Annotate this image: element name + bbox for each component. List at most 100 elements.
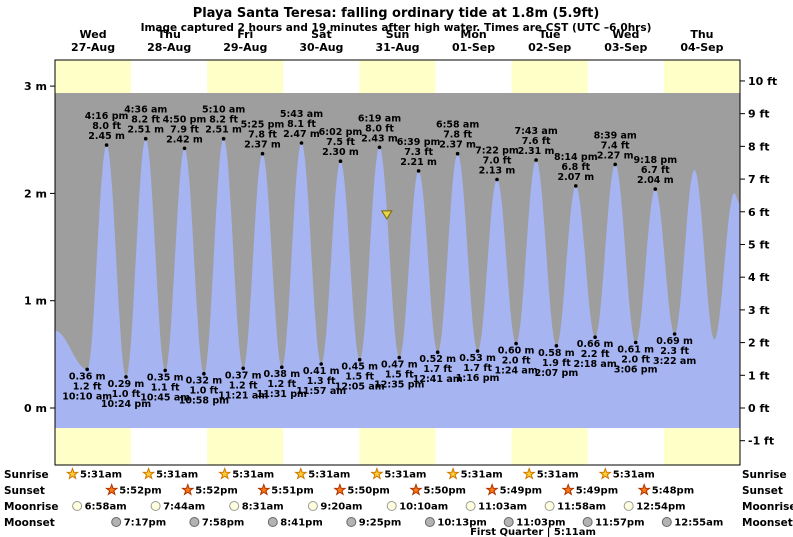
low-tide-annotation: 0.32 m [186,376,223,387]
low-tide-annotation: 0.45 m [341,362,378,373]
tide-extreme-dot [455,151,460,156]
low-tide-annotation: 1.1 ft [151,382,180,393]
astro-time-label: 5:48pm [652,486,694,497]
high-tide-annotation: 8.0 ft [365,123,394,134]
high-tide-annotation: 6.8 ft [561,162,590,173]
low-tide-annotation: 1.2 ft [267,379,296,390]
sunset-star-icon [104,482,119,496]
day-label-weekday: Sat [311,28,332,41]
tide-extreme-dot [221,136,226,141]
right-axis-label: 6 ft [748,206,770,219]
sunrise-star-icon [294,466,308,480]
low-tide-annotation: 0.61 m [617,345,654,356]
axes-layer: 0 m 1 m 2 m 3 m 10 ft 9 ft 8 ft 7 ft 6 ft 5 ft 4 f… [24,28,777,466]
high-tide-annotation: 5:25 pm [241,120,285,131]
day-label-date: 04-Sep [680,41,723,54]
day-label-date: 30-Aug [299,41,343,54]
high-tide-annotation: 2.51 m [205,125,242,136]
astro-row-label-right: Sunset [742,485,783,497]
tide-extreme-dot [241,366,245,371]
low-tide-annotation: 2:18 am [573,359,616,370]
right-axis-label: 7 ft [748,173,770,186]
low-tide-annotation: 2.0 ft [621,355,650,366]
left-axis-label: 2 m [24,187,47,200]
moonset-circle-icon [111,517,122,527]
tide-extreme-dot [319,362,324,366]
moonset-circle-icon [424,517,435,527]
astro-time-label: 5:31am [384,470,426,481]
low-tide-annotation: 1.5 ft [345,372,374,383]
high-tide-annotation: 7.8 ft [248,130,277,141]
day-label-weekday: Fri [237,28,253,41]
high-tide-annotation: 6:19 am [358,113,401,124]
low-tide-annotation: 0.69 m [656,336,693,347]
day-label-date: 02-Sep [528,41,571,54]
low-tide-annotation: 10:24 pm [101,399,151,410]
sunset-star-icon [485,482,499,496]
right-axis-label: 0 ft [748,402,770,415]
high-tide-annotation: 2.13 m [479,166,516,177]
high-tide-annotation: 8:39 am [594,130,637,141]
low-tide-annotation: 1.0 ft [189,386,218,397]
high-tide-annotation: 7.9 ft [170,124,199,135]
right-axis-label: 4 ft [748,271,770,284]
right-axis-label: 8 ft [748,140,770,153]
low-tide-annotation: 10:10 am [62,391,112,402]
high-tide-annotation: 7:43 am [514,126,557,137]
high-tide-annotation: 2.42 m [166,134,203,145]
low-tide-annotation: 12:35 pm [374,380,424,391]
low-tide-annotation: 1:24 am [494,366,537,377]
low-tide-annotation: 11:57 am [296,386,346,397]
tide-extreme-dot [475,349,480,353]
astro-time-label: 5:31am [308,470,350,481]
astro-time-label: 5:31am [80,470,122,481]
right-axis-label: 5 ft [748,238,770,251]
tide-extreme-dot [653,187,658,191]
right-axis-label: 1 ft [748,369,770,382]
astro-time-label: 5:31am [461,470,503,481]
sunrise-star-icon [141,466,156,480]
tide-extreme-dot [633,340,638,345]
low-tide-annotation: 0.47 m [381,360,418,371]
high-tide-annotation: 8:14 pm [554,152,598,163]
low-tide-annotation: 0.60 m [498,346,535,357]
chart-border [54,59,741,466]
low-tide-annotation: 1.2 ft [73,381,102,392]
low-tide-annotation: 0.53 m [459,353,496,364]
tide-extreme-dot [495,177,499,182]
high-tide-annotation: 2.43 m [361,133,398,144]
low-tide-annotation: 2.3 ft [660,346,689,357]
moonset-circle-icon [582,517,593,527]
high-tide-annotation: 4:50 pm [163,114,207,125]
day-label-weekday: Wed [612,28,639,41]
moonset-circle-icon [503,517,514,527]
tide-extreme-dot [554,344,559,348]
moonset-circle-icon [346,517,357,527]
high-tide-annotation: 5:43 am [280,109,323,120]
high-tide-annotation: 6.7 ft [641,165,670,176]
astro-row-label-left: Moonrise [4,501,59,513]
tide-extreme-dot [163,368,167,373]
high-tide-annotation: 7.5 ft [326,137,355,148]
astro-time-label: 7:58pm [202,518,244,529]
tide-extreme-dot [124,375,128,379]
astro-row-label-right: Moonrise [742,501,793,513]
astro-time-label: 10:10am [399,502,448,513]
low-tide-annotation: 1.2 ft [229,380,258,391]
moonset-circle-icon [661,517,672,527]
low-tide-annotation: 12:41 am [413,374,463,385]
page-title: Playa Santa Teresa: falling ordinary tid… [193,6,600,21]
astro-time-label: 5:50pm [347,486,389,497]
day-label-date: 28-Aug [147,41,191,54]
high-tide-annotation: 7.6 ft [522,136,551,147]
high-tide-annotation: 2.07 m [557,172,594,183]
high-tide-annotation: 2.30 m [322,147,359,158]
high-tide-annotation: 7.4 ft [601,140,630,151]
moonrise-circle-icon [150,501,161,511]
tide-extreme-dot [357,357,362,362]
right-axis-label: 3 ft [748,304,770,317]
high-tide-annotation: 2.47 m [283,129,320,140]
sunrise-star-icon [522,466,536,480]
